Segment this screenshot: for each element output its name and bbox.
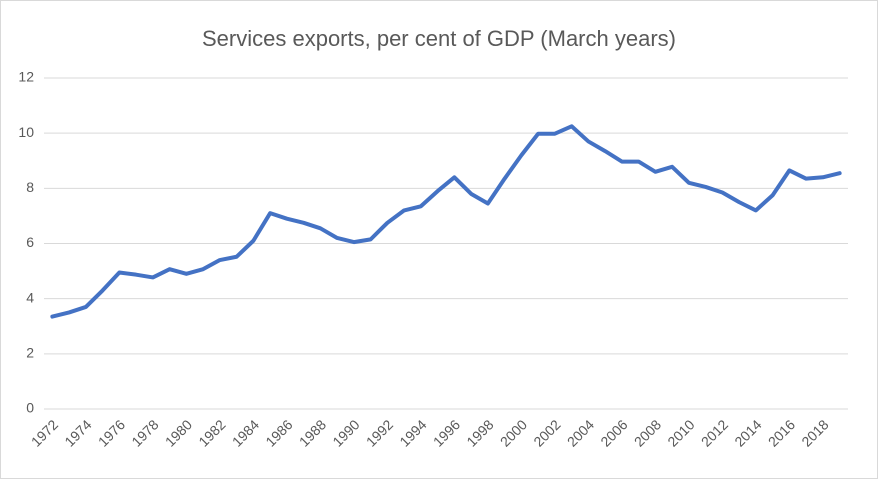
y-tick-label: 8 [26,179,34,195]
y-tick-label: 10 [18,124,34,140]
chart-title: Services exports, per cent of GDP (March… [202,26,676,51]
y-tick-label: 4 [26,289,34,305]
y-tick-label: 6 [26,234,34,250]
y-tick-label: 12 [18,69,34,85]
data-line [50,124,842,319]
y-tick-label: 2 [26,345,34,361]
y-tick-label: 0 [26,400,34,416]
